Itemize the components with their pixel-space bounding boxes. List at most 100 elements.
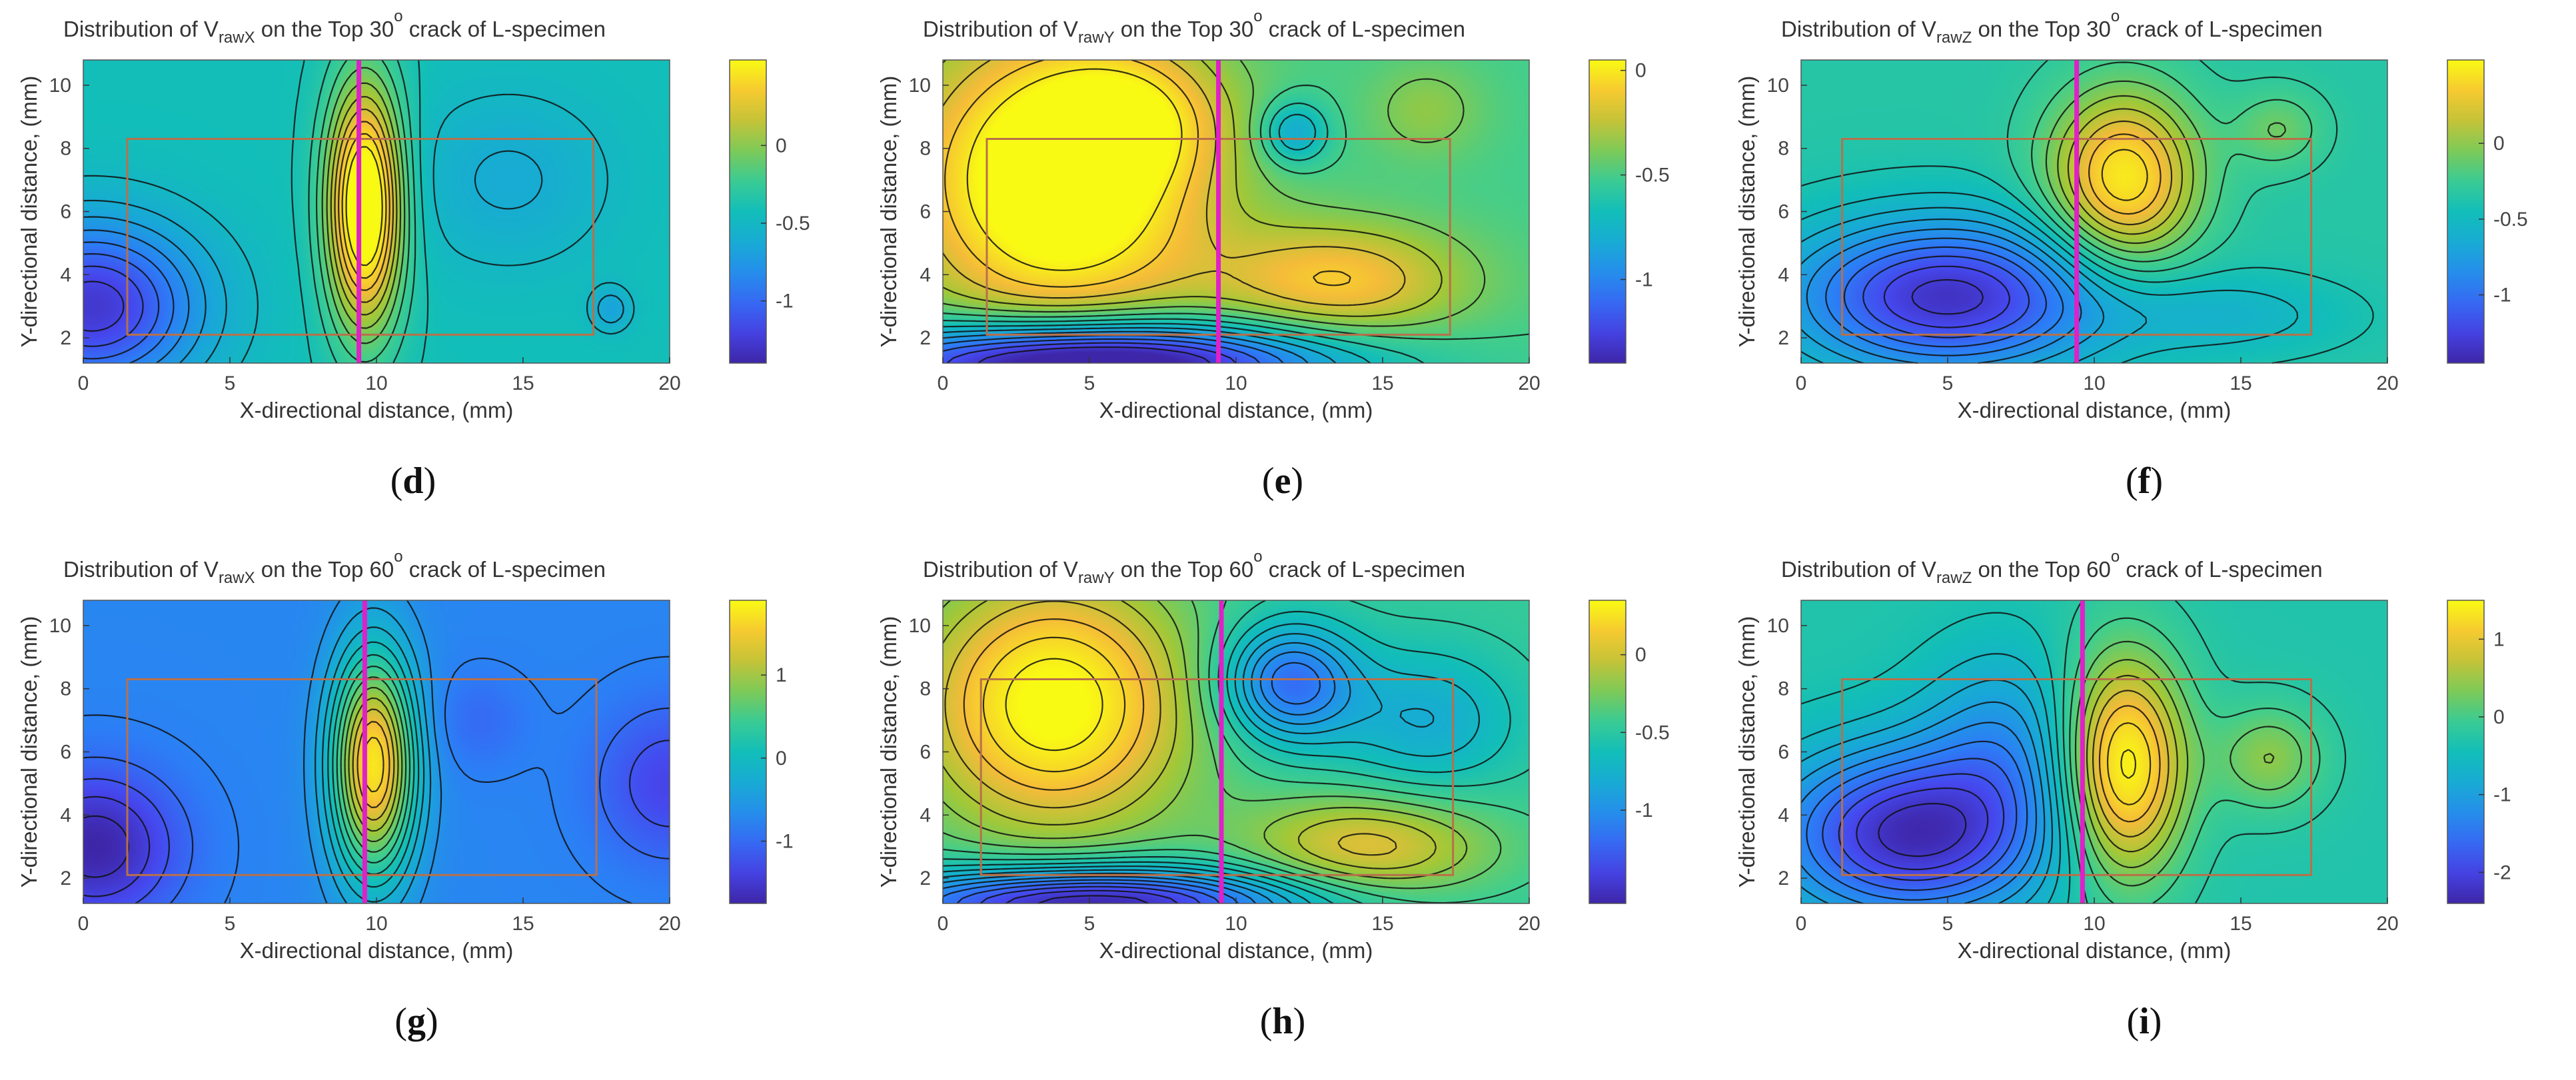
contour-line <box>83 656 670 905</box>
x-axis-label: X-directional distance, (mm) <box>240 938 514 963</box>
inspection-region-box <box>126 678 598 876</box>
y-tick-label: 10 <box>1767 615 1789 637</box>
contour-line <box>2120 749 2136 780</box>
contour-line <box>1878 803 1967 857</box>
contour-line <box>1856 787 1989 871</box>
contour-line <box>321 67 406 344</box>
chart-title: Distribution of VrawZ on the Top 30o cra… <box>1781 7 2323 47</box>
contour-line <box>1911 278 1984 315</box>
x-tick-label: 15 <box>1371 372 1393 394</box>
y-axis-label: Y-directional distance, (mm) <box>17 76 41 348</box>
colorbar <box>729 600 767 904</box>
y-tick-label: 2 <box>60 867 71 889</box>
contour-line <box>1822 758 2018 891</box>
x-tick-label: 10 <box>2083 372 2105 394</box>
y-tick-label: 6 <box>920 742 931 764</box>
contour-line <box>942 102 1425 364</box>
heatmap-field <box>943 60 1529 363</box>
x-tick-label: 10 <box>2083 913 2105 935</box>
y-tick-label: 8 <box>60 138 71 160</box>
y-tick-label: 4 <box>920 804 931 826</box>
x-tick-label: 10 <box>365 913 387 935</box>
contour-line <box>2031 61 2313 263</box>
panel-letter: (e) <box>1261 460 1304 502</box>
y-tick-label: 8 <box>1778 678 1789 700</box>
contour-lines <box>1800 59 2374 364</box>
y-tick-label: 6 <box>1778 201 1789 223</box>
contour-line <box>83 280 125 332</box>
contour-line <box>326 82 402 329</box>
x-tick-label: 10 <box>1225 913 1247 935</box>
chart-title: Distribution of VrawZ on the Top 60o cra… <box>1781 548 2323 587</box>
contour-line <box>291 59 429 364</box>
panel-letter: (i) <box>2126 1001 2162 1042</box>
y-tick-label: 2 <box>920 327 931 349</box>
colorbar-tick-label: -1 <box>1635 800 1653 821</box>
x-tick-label: 5 <box>1942 913 1954 935</box>
chart-panel-d: 0 5 10 15 20 2 4 6 8 10 X-directional distance, (m… <box>0 0 858 540</box>
y-tick-label: 10 <box>1767 75 1789 97</box>
contour-line <box>1800 701 2046 904</box>
x-tick-label: 0 <box>1796 913 1807 935</box>
contour-line <box>1806 228 2082 364</box>
contour-line <box>2092 690 2170 837</box>
colorbar-tick-label: -1 <box>1635 269 1653 290</box>
contour-line <box>83 93 635 364</box>
contour-line <box>942 600 1502 889</box>
y-tick-label: 4 <box>60 264 71 286</box>
contour-line <box>83 253 160 360</box>
contour-line <box>944 59 1351 288</box>
contour-line <box>966 68 1183 271</box>
x-tick-label: 0 <box>78 372 89 394</box>
y-tick-label: 10 <box>909 615 931 637</box>
chart-svg-e: 0 5 10 15 20 2 4 6 8 10 X-directional distance, (m… <box>876 7 1670 422</box>
y-axis-label: Y-directional distance, (mm) <box>1734 616 1759 888</box>
panel-letter: (d) <box>390 460 436 502</box>
x-tick-label: 20 <box>2376 372 2398 394</box>
contour-line <box>942 662 1321 904</box>
chart-panel-h: 0 5 10 15 20 2 4 6 8 10 X-directional distance, (m… <box>860 540 1718 1080</box>
y-tick-label: 8 <box>920 138 931 160</box>
y-axis-label: Y-directional distance, (mm) <box>876 76 901 348</box>
y-tick-label: 2 <box>1778 327 1789 349</box>
x-tick-label: 20 <box>2376 913 2398 935</box>
x-tick-label: 0 <box>1796 372 1807 394</box>
contour-line <box>942 610 1511 904</box>
chart-panel-e: 0 5 10 15 20 2 4 6 8 10 X-directional distance, (m… <box>860 0 1718 540</box>
x-tick-label: 20 <box>658 372 680 394</box>
colorbar-tick-label: 0 <box>2493 133 2505 155</box>
colorbar-tick-label: -0.5 <box>1635 165 1670 187</box>
heatmap-field <box>943 600 1529 903</box>
contour-line <box>942 599 1530 905</box>
contour-line <box>979 885 1201 904</box>
inspection-region-box <box>1841 678 2313 876</box>
x-tick-label: 5 <box>225 372 236 394</box>
contour-line <box>334 109 394 303</box>
contour-lines <box>1800 600 2347 905</box>
panel-letter: (h) <box>1259 1001 1306 1042</box>
x-axis-label: X-directional distance, (mm) <box>1958 398 2232 422</box>
colorbar-tick-label: -0.5 <box>2493 209 2528 231</box>
contour-line <box>1800 653 2062 904</box>
x-tick-label: 0 <box>78 913 89 935</box>
contour-line <box>1800 218 2105 364</box>
chart-panel-i: 0 5 10 15 20 2 4 6 8 10 X-directional distance, (m… <box>1718 540 2576 1080</box>
x-axis-label: X-directional distance, (mm) <box>1099 938 1373 963</box>
chart-title: Distribution of VrawX on the Top 60o cra… <box>63 548 606 587</box>
contour-line <box>942 326 1337 364</box>
x-tick-label: 15 <box>1371 913 1393 935</box>
y-axis-label: Y-directional distance, (mm) <box>876 616 901 888</box>
contour-line <box>1862 255 2030 338</box>
contour-line <box>341 133 387 279</box>
contour-line <box>1806 740 2028 901</box>
colorbar-tick-label: 0 <box>1635 644 1646 666</box>
x-tick-label: 5 <box>1942 372 1954 394</box>
contour-line <box>1843 246 2048 348</box>
x-axis-label: X-directional distance, (mm) <box>240 398 514 422</box>
inspection-region-box <box>979 678 1455 876</box>
contour-line <box>1800 612 2071 904</box>
y-tick-label: 8 <box>60 678 71 700</box>
y-tick-label: 4 <box>60 804 71 826</box>
contour-line <box>2057 95 2194 245</box>
y-axis-label: Y-directional distance, (mm) <box>1734 76 1759 348</box>
